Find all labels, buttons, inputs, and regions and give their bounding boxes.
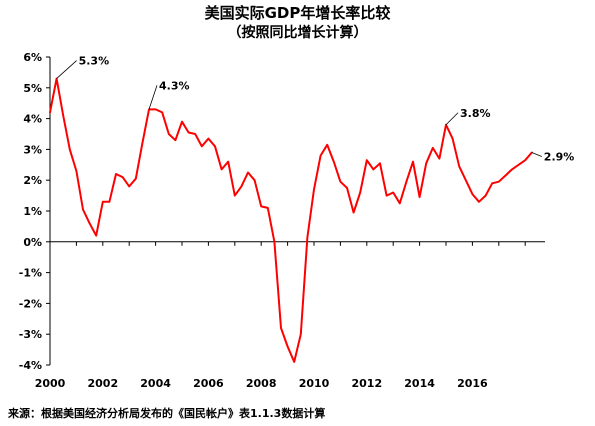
annotations: 5.3% 4.3% 3.8% 2.9%	[56, 55, 575, 163]
series-layer	[49, 77, 533, 363]
x-tick-label: 2000	[35, 377, 66, 390]
x-tick-label: 2012	[351, 377, 382, 390]
y-tick-label: 0%	[23, 236, 42, 249]
y-tick-label: 6%	[23, 51, 42, 64]
y-tick-label: 2%	[23, 174, 42, 187]
annotation-leader	[531, 152, 542, 157]
annotation-label: 5.3%	[79, 55, 110, 68]
y-tick-label: -3%	[19, 328, 42, 341]
series-line	[49, 77, 533, 363]
y-tick-label: -4%	[19, 359, 42, 372]
chart-title: 美国实际GDP年增长率比较	[204, 4, 391, 22]
x-tick-label: 2016	[457, 377, 488, 390]
annotation-leader	[148, 85, 158, 110]
annotation-label: 4.3%	[159, 79, 190, 92]
x-tick-label: 2004	[140, 377, 171, 390]
annotation-label: 2.9%	[544, 150, 575, 163]
y-axis-tick-labels: 6% 5% 4% 3% 2% 1% 0% -1% -2% -3% -4%	[19, 51, 42, 372]
source-note: 来源：根据美国经济分析局发布的《国民帐户》表1.1.3数据计算	[8, 407, 326, 420]
x-tick-label: 2014	[404, 377, 435, 390]
x-tick-label: 2002	[87, 377, 118, 390]
y-tick-label: -2%	[19, 297, 42, 310]
y-tick-label: 4%	[23, 113, 42, 126]
chart-subtitle: （按照同比增长计算）	[227, 25, 368, 41]
x-axis-tick-labels: 2000 2002 2004 2006 2008 2010 2012 2014 2016	[35, 377, 488, 390]
annotation-leader	[445, 112, 459, 126]
y-tick-label: 3%	[23, 143, 42, 156]
axes	[46, 56, 545, 366]
annotation-label: 3.8%	[460, 107, 491, 120]
x-tick-label: 2006	[193, 377, 224, 390]
annotation-leader	[56, 60, 77, 79]
y-tick-label: 1%	[23, 205, 42, 218]
x-tick-label: 2008	[246, 377, 277, 390]
x-tick-label: 2010	[299, 377, 330, 390]
y-tick-label: 5%	[23, 82, 42, 95]
y-tick-label: -1%	[19, 267, 42, 280]
